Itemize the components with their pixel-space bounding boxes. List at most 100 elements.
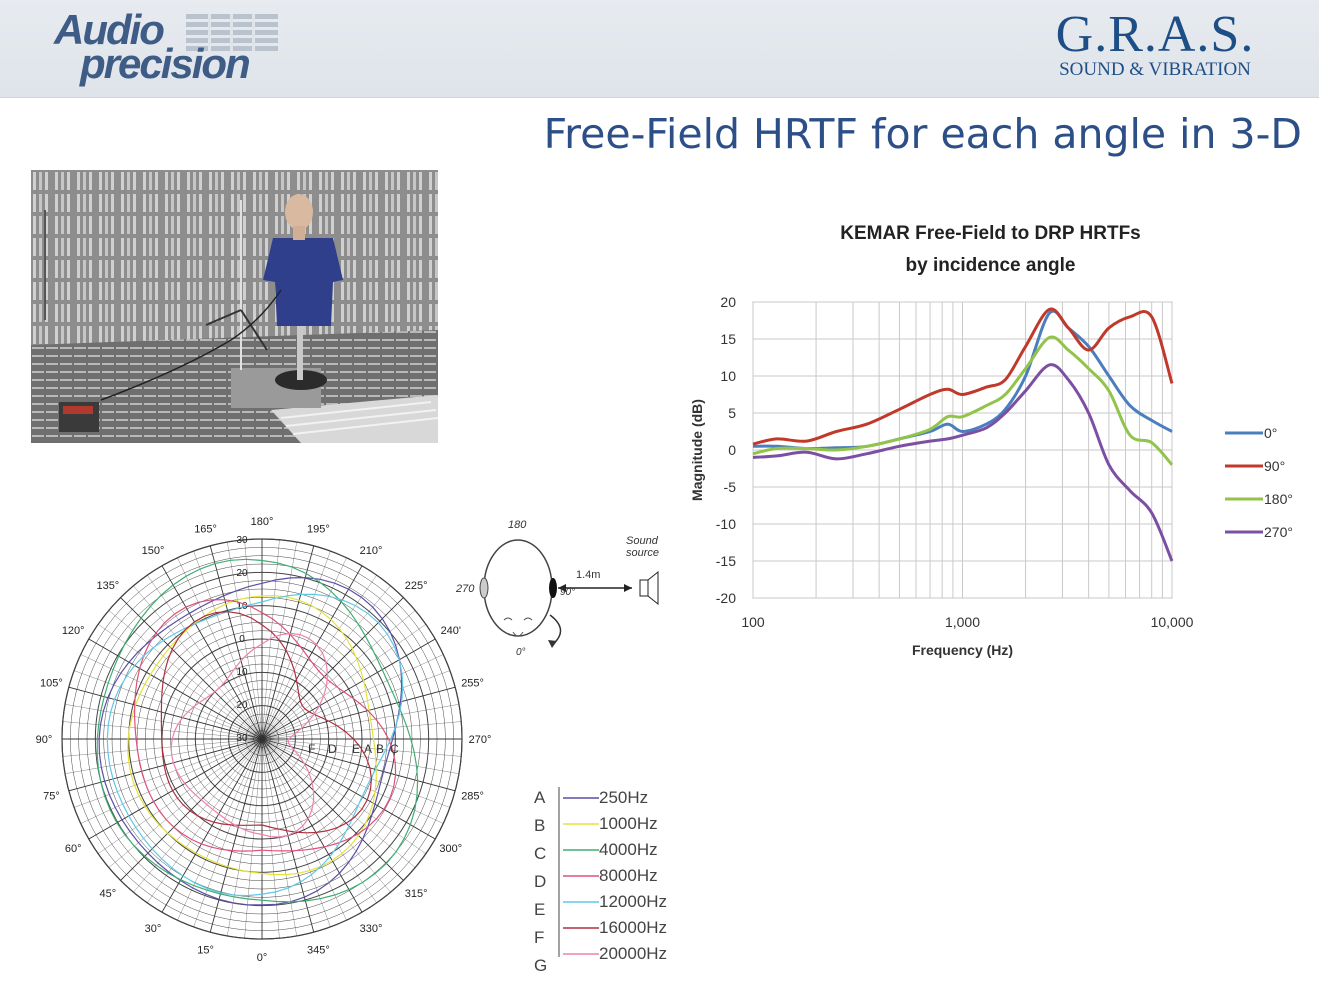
polar-spoke — [261, 738, 426, 854]
polar-curve-A — [98, 576, 403, 906]
polar-spoke — [261, 738, 456, 792]
eyes — [503, 617, 533, 621]
polar-angle-label: 45° — [100, 888, 117, 900]
polar-spoke — [261, 738, 363, 913]
head-label-0: 0° — [516, 647, 526, 658]
polar-spoke — [261, 738, 347, 921]
head-outline — [483, 539, 553, 637]
y-tick-label: -15 — [716, 553, 736, 569]
polar-ring-label: 10 — [236, 667, 248, 678]
x-tick-label: 1,000 — [945, 614, 980, 630]
series-line-0 — [752, 309, 1173, 451]
polar-spoke — [177, 738, 263, 921]
polar-spoke — [261, 738, 444, 824]
polar-spoke — [261, 738, 391, 893]
right-ear — [549, 578, 557, 598]
x-tick-label: 100 — [741, 614, 765, 630]
polar-spoke — [147, 575, 263, 740]
logo-text-precision: precision — [80, 40, 251, 87]
polar-curve-letter: F — [308, 742, 315, 756]
polar-angle-label: 75° — [43, 790, 60, 802]
logo-text-audio: Audio — [54, 6, 165, 53]
polar-spoke — [80, 654, 263, 740]
polar-angle-label: 180° — [251, 516, 274, 528]
polar-spoke — [209, 738, 263, 933]
polar-curve-letter: B — [376, 742, 384, 756]
polar-ring-label: 30 — [236, 733, 248, 744]
polar-spoke — [193, 738, 263, 927]
polar-spoke — [261, 539, 280, 740]
polar-angle-label: 30° — [145, 923, 162, 935]
gras-logo: G.R.A.S. SOUND & VIBRATION — [1040, 8, 1270, 88]
polar-ring-label: 0 — [239, 634, 245, 645]
y-tick-label: 10 — [720, 368, 736, 384]
header-bar: Audio precision G.R.A.S. SOUND & VIBRATI… — [0, 0, 1319, 98]
polar-curve-B — [127, 594, 377, 876]
polar-spoke — [177, 557, 263, 740]
polar-legend-letter: A — [534, 788, 546, 807]
polar-spoke — [261, 565, 363, 740]
polar-spoke — [261, 670, 450, 740]
polar-spoke — [261, 597, 404, 740]
polar-angle-label: 120° — [62, 625, 85, 637]
polar-angle-label: 240' — [441, 625, 461, 637]
polar-spoke — [80, 738, 263, 824]
speaker-icon — [647, 570, 659, 606]
polar-legend-label: 8000Hz — [599, 866, 658, 885]
polar-legend-label: 16000Hz — [599, 918, 667, 937]
head-label-90: 90° — [560, 587, 575, 598]
distance-label: 1.4m — [576, 569, 600, 581]
polar-spoke — [74, 738, 263, 808]
y-tick-label: 0 — [728, 442, 736, 458]
polar-spoke — [261, 738, 450, 808]
polar-legend-label: 20000Hz — [599, 944, 667, 963]
logo-bars-graphic — [186, 14, 278, 52]
polar-curve-F — [160, 611, 373, 834]
head-angle-diagram: 180 270 90° 0° 1.4m Sound source — [455, 519, 659, 658]
polar-curve-G — [170, 632, 329, 838]
polar-angle-label: 150° — [142, 545, 165, 557]
polar-angle-label: 60° — [65, 843, 82, 855]
series-line-2 — [752, 335, 1174, 466]
polar-spoke — [209, 545, 263, 740]
series-line-1 — [752, 307, 1174, 446]
polar-directivity-chart: 0° 15° 30° 45° 60° 75° 90° 105° 120° 135° 150° 165°… — [36, 516, 492, 964]
polar-curve-letter: E — [352, 742, 360, 756]
polar-spoke — [261, 738, 377, 903]
polar-spoke — [261, 624, 426, 740]
y-tick-label: -10 — [716, 516, 736, 532]
polar-ring-label: 30 — [236, 535, 248, 546]
polar-angle-label: 90° — [36, 734, 53, 746]
polar-spoke — [261, 738, 436, 840]
polar-legend-label: 250Hz — [599, 788, 648, 807]
polar-angle-label: 315° — [405, 888, 428, 900]
polar-angle-label: 105° — [40, 678, 63, 690]
polar-spoke — [261, 738, 280, 939]
polar-spoke — [147, 738, 263, 903]
polar-spoke — [68, 686, 263, 740]
polar-legend-letter: C — [534, 844, 546, 863]
legend-label-2: 180° — [1264, 491, 1293, 507]
slide-title: Free-Field HRTF for each angle in 3-D — [543, 110, 1302, 158]
polar-spoke — [193, 551, 263, 740]
polar-spoke — [261, 738, 404, 881]
legend-label-1: 90° — [1264, 458, 1285, 474]
polar-spoke — [62, 721, 263, 740]
polar-spoke — [261, 738, 331, 927]
polar-angle-label: 0° — [257, 952, 268, 964]
polar-legend-letter: G — [534, 956, 547, 975]
x-axis-label: Frequency (Hz) — [912, 642, 1013, 658]
polar-spoke — [133, 585, 263, 740]
polar-legend: A 250Hz B 1000Hz C 4000Hz D 8000Hz E 12000Hz F 1600… — [534, 787, 667, 975]
polar-spoke — [161, 738, 263, 913]
polar-spoke — [261, 721, 462, 740]
polar-spoke — [74, 670, 263, 740]
polar-angle-label: 165° — [194, 523, 217, 535]
polar-spoke — [65, 704, 263, 740]
polar-curve-letter: C — [390, 742, 399, 756]
y-tick-label: 5 — [728, 405, 736, 421]
left-ear — [479, 577, 489, 599]
polar-spoke — [120, 597, 263, 740]
head-label-270: 270 — [455, 583, 475, 595]
polar-spoke — [120, 738, 263, 881]
